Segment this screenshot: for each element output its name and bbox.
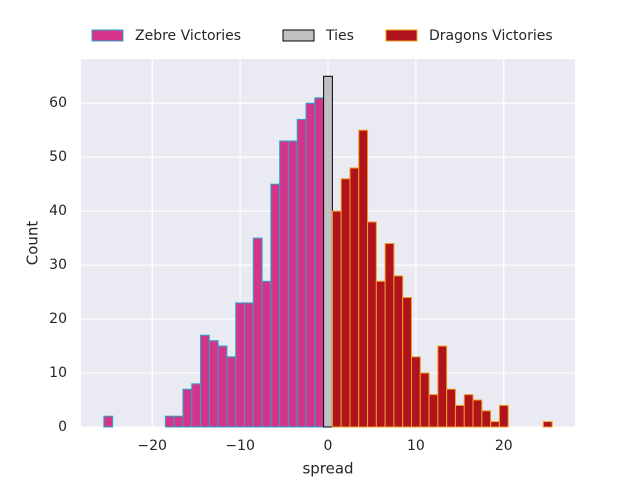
y-axis-title: Count — [24, 221, 42, 266]
bar — [226, 356, 237, 428]
bar — [498, 404, 509, 428]
x-tick-label: −10 — [225, 438, 255, 454]
y-tick-label: 50 — [49, 149, 67, 165]
x-tick-label: 10 — [407, 438, 425, 454]
bar — [446, 388, 456, 428]
bar — [331, 210, 342, 428]
bar — [463, 394, 474, 428]
x-tick-label: 20 — [495, 438, 513, 454]
bar — [323, 75, 333, 428]
bar — [542, 421, 553, 428]
bar — [349, 167, 360, 428]
bar — [217, 345, 228, 428]
bar — [252, 237, 263, 428]
bar — [173, 415, 184, 428]
y-tick-label: 30 — [49, 257, 67, 273]
bar — [375, 280, 386, 428]
bar — [314, 97, 325, 428]
x-axis-title: spread — [302, 460, 353, 478]
bar — [358, 129, 369, 428]
legend-label: Zebre Victories — [135, 28, 241, 44]
bar — [481, 410, 492, 428]
bar — [367, 221, 377, 428]
bar — [305, 102, 316, 428]
bar — [419, 372, 430, 428]
y-tick-label: 60 — [49, 95, 67, 111]
bar — [261, 280, 272, 428]
bar — [208, 340, 219, 428]
bar — [296, 118, 307, 428]
bar — [235, 302, 245, 428]
x-tick-label: −20 — [137, 438, 167, 454]
bar — [279, 140, 289, 428]
bar — [191, 383, 202, 428]
bar — [393, 275, 404, 428]
y-tick-label: 10 — [49, 365, 67, 381]
legend-swatch — [91, 29, 124, 42]
y-tick-label: 20 — [49, 311, 67, 327]
bar — [340, 178, 351, 428]
bar — [472, 399, 483, 428]
legend-swatch — [385, 29, 418, 42]
bar — [411, 356, 421, 428]
bar — [490, 421, 500, 428]
bar — [200, 334, 210, 428]
legend-swatch — [282, 29, 315, 42]
y-tick-label: 0 — [58, 419, 67, 435]
x-tick-label: 0 — [324, 438, 333, 454]
bar — [402, 296, 413, 428]
bar — [287, 140, 298, 428]
legend-label: Dragons Victories — [429, 28, 553, 44]
bar — [454, 404, 465, 428]
bar — [270, 183, 281, 428]
legend-label: Ties — [325, 28, 354, 44]
y-tick-label: 40 — [49, 203, 67, 219]
bar — [384, 243, 395, 428]
bar — [243, 302, 254, 428]
bar — [103, 415, 114, 428]
bar — [437, 345, 448, 428]
bar — [428, 394, 439, 428]
bar — [182, 388, 193, 428]
bar — [164, 415, 175, 428]
